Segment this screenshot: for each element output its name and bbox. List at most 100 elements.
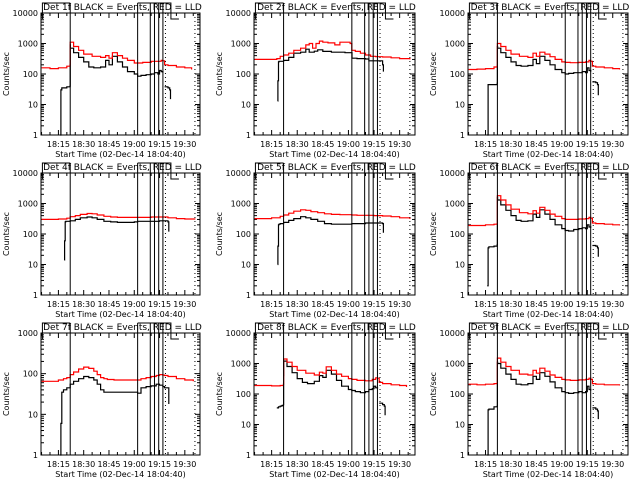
panel-title: Det 1f BLACK = Events, RED = LLD [43,3,202,13]
x-tick-label: 19:15 [148,460,171,469]
y-axis-label: Counts/sec [2,372,11,416]
panel-det-5: Det 5f BLACK = Events, RED = LLD 1 10 100 10… [215,162,416,319]
y-tick-label: 1 [33,291,38,300]
y-tick-label: 1 [246,291,251,300]
y-tick-label: 10 [241,421,251,430]
y-tick-label: 10000 [226,329,251,338]
panel-det-3: Det 3f BLACK = Events, RED = LLD 1 10 100 10… [429,2,629,159]
x-tick-label: 18:30 [499,460,522,469]
y-tick-label: 10000 [13,169,38,178]
x-tick-label: 19:30 [173,460,196,469]
plot-frame [467,172,629,296]
x-tick-label: 18:15 [47,460,70,469]
y-axis-label: Counts/sec [215,52,224,96]
y-tick-label: 100 [450,390,465,399]
y-tick-label: 10000 [13,9,38,18]
plot-frame [253,332,416,456]
events-series-line [592,244,599,257]
panel-title: Det 9f BLACK = Events, RED = LLD [471,323,630,333]
plot-frame [40,332,201,456]
x-tick-label: 19:15 [576,460,599,469]
plot-frame [40,12,201,136]
top-bracket-right [351,322,394,340]
y-tick-label: 10000 [440,329,465,338]
y-tick-label: 100 [23,70,38,79]
x-tick-label: 18:30 [499,300,522,309]
top-bracket-left [41,322,71,339]
x-tick-label: 19:30 [388,300,411,309]
lld-series-line [254,40,411,60]
panel-det-8: Det 8f BLACK = Events, RED = LLD 1 10 100 10… [215,322,416,479]
y-tick-label: 10 [28,410,38,419]
x-axis-label: Start Time (02-Dec-14 18:04:40) [269,470,400,479]
x-tick-label: 18:45 [311,140,334,149]
x-tick-label: 19:30 [601,460,624,469]
plot-frame [40,172,201,296]
y-tick-label: 10 [28,261,38,270]
y-tick-label: 10 [241,101,251,110]
panel-title: Det 2f BLACK = Events, RED = LLD [257,3,416,13]
y-tick-label: 1000 [18,329,38,338]
plot-frame [467,332,629,456]
y-tick-label: 10 [28,101,38,110]
x-tick-label: 18:45 [97,140,120,149]
top-bracket-left [254,162,284,179]
y-tick-label: 100 [450,230,465,239]
top-bracket-right [351,2,394,20]
x-tick-label: 19:30 [388,460,411,469]
x-tick-label: 19:00 [123,140,146,149]
x-tick-label: 18:15 [260,140,283,149]
y-tick-label: 1000 [18,40,38,49]
y-axis-label: Counts/sec [429,52,438,96]
top-bracket-left [468,322,498,339]
y-tick-label: 1000 [445,200,465,209]
top-bracket-left [41,162,71,179]
y-tick-label: 100 [236,390,251,399]
x-tick-label: 19:15 [576,140,599,149]
panel-title: Det 7f BLACK = Events, RED = LLD [43,323,202,333]
x-tick-label: 19:00 [123,460,146,469]
y-tick-label: 10000 [226,169,251,178]
events-series-line [164,86,172,100]
top-bracket-left [41,2,71,19]
y-tick-label: 1 [246,131,251,140]
top-bracket-right [137,322,179,340]
x-tick-label: 19:30 [601,300,624,309]
y-tick-label: 1000 [231,200,251,209]
x-tick-label: 18:15 [260,300,283,309]
plot-frame [467,12,629,136]
x-tick-label: 19:00 [550,300,573,309]
top-bracket-right [565,162,607,180]
x-tick-label: 18:30 [72,460,95,469]
y-axis-label: Counts/sec [2,212,11,256]
y-tick-label: 1000 [231,360,251,369]
events-series-line [277,48,384,102]
y-tick-label: 100 [23,230,38,239]
events-series-line [379,402,386,416]
x-tick-label: 19:00 [337,300,360,309]
panel-title: Det 4f BLACK = Events, RED = LLD [43,163,202,173]
panel-det-4: Det 4f BLACK = Events, RED = LLD 1 10 100 10… [2,162,202,319]
y-tick-label: 10 [455,101,465,110]
x-tick-label: 18:45 [311,460,334,469]
x-axis-label: Start Time (02-Dec-14 18:04:40) [55,310,186,319]
x-tick-label: 19:15 [363,140,386,149]
top-bracket-right [137,2,179,20]
x-tick-label: 18:45 [525,460,548,469]
x-tick-label: 19:00 [337,460,360,469]
x-axis-label: Start Time (02-Dec-14 18:04:40) [269,150,400,159]
x-tick-label: 18:15 [47,140,70,149]
panel-title: Det 8f BLACK = Events, RED = LLD [257,323,416,333]
top-bracket-left [468,2,498,19]
x-tick-label: 18:15 [474,460,497,469]
x-tick-label: 19:15 [363,460,386,469]
events-series-line [277,216,384,266]
x-tick-label: 18:15 [474,300,497,309]
panel-det-2: Det 2f BLACK = Events, RED = LLD 1 10 100 10… [215,2,416,159]
panel-det-6: Det 6f BLACK = Events, RED = LLD 1 10 100 10… [429,162,629,319]
x-axis-label: Start Time (02-Dec-14 18:04:40) [55,150,186,159]
y-tick-label: 1000 [231,40,251,49]
events-series-line [592,407,599,420]
y-tick-label: 1000 [445,40,465,49]
y-tick-label: 100 [23,370,38,379]
